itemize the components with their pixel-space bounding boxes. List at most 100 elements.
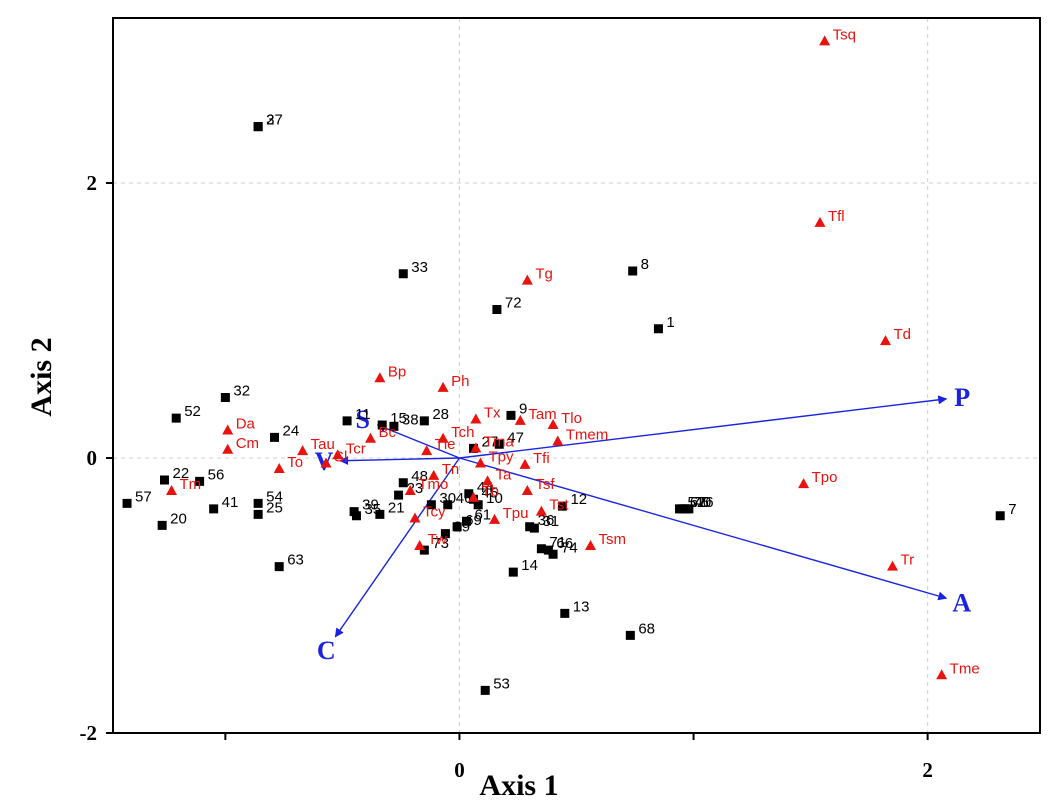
species-label: Td [894, 326, 912, 343]
species-marker [470, 413, 482, 424]
y-axis-title: Axis 2 [25, 337, 58, 416]
site-label: 20 [170, 510, 187, 527]
site-marker [508, 567, 518, 577]
species-points: Tsq Tfl Td Tg Bp Ph Da Cm Tau Tcr To Sl Bc Tch Tx Tma Ta… [166, 26, 980, 680]
site-marker [995, 511, 1005, 521]
site-label: 22 [173, 465, 190, 482]
species-marker [468, 491, 479, 502]
y-tick-label: 2 [87, 171, 98, 195]
x-tick-label: 0 [454, 758, 465, 782]
site-label: 35 [364, 501, 381, 518]
site-label: 11 [355, 406, 371, 423]
species-marker [437, 432, 449, 443]
species-marker [428, 469, 440, 480]
site-marker [398, 478, 408, 488]
species-label: Tpy [489, 449, 515, 466]
site-label: 74 [561, 539, 578, 556]
site-marker [557, 501, 567, 511]
species-label: Tn [442, 461, 460, 478]
site-label: 36 [538, 512, 555, 529]
vector-label-C: C [317, 636, 336, 665]
species-label: To [287, 454, 303, 471]
site-marker [480, 685, 490, 695]
site-label: 39 [362, 497, 379, 514]
species-marker [374, 372, 386, 383]
grid-lines [113, 18, 1040, 734]
site-label: 47 [507, 429, 524, 446]
species-marker [819, 35, 831, 46]
species-label: Tch [451, 424, 474, 441]
site-label: 24 [283, 422, 300, 439]
species-marker [489, 513, 501, 524]
site-label: 25 [266, 499, 283, 516]
species-label: Tw [428, 531, 447, 548]
species-label: Bc [379, 424, 397, 441]
site-label: 10 [486, 490, 503, 507]
site-marker [253, 509, 263, 519]
site-marker [349, 507, 359, 517]
site-marker [398, 269, 408, 279]
species-label: Tma [484, 433, 515, 450]
vector-arrow-V [339, 456, 460, 466]
site-label: 21 [388, 499, 405, 516]
site-marker [253, 122, 263, 132]
species-marker [365, 432, 376, 443]
y-tick-label: -2 [80, 721, 98, 745]
species-label: Tfl [828, 208, 845, 225]
species-label: Ta [496, 466, 512, 483]
site-marker [625, 630, 635, 640]
species-label: Tr [901, 552, 915, 569]
vector-arrow-A [459, 457, 948, 601]
species-marker [514, 414, 526, 425]
site-label: 57 [135, 488, 152, 505]
species-label: Tlo [561, 410, 582, 427]
species-marker [320, 457, 332, 468]
species-marker [414, 540, 426, 550]
site-label: 12 [570, 491, 587, 508]
site-marker [157, 520, 167, 530]
site-marker [628, 266, 638, 276]
species-label: Cm [236, 435, 259, 452]
site-label: 37 [266, 112, 283, 129]
site-label: 38 [402, 411, 419, 428]
species-label: Da [236, 416, 256, 433]
species-marker [535, 505, 547, 516]
species-marker [404, 485, 416, 495]
species-marker [798, 478, 810, 489]
site-marker [506, 410, 516, 420]
species-label: Tpu [503, 505, 529, 522]
site-marker [452, 522, 462, 532]
site-marker [443, 500, 453, 510]
site-marker [679, 504, 689, 514]
species-marker [887, 560, 899, 571]
site-label: 31 [542, 513, 559, 530]
site-marker [377, 420, 387, 430]
site-label: 33 [411, 259, 428, 276]
site-marker [461, 516, 471, 526]
species-marker [521, 274, 533, 285]
site-label: 48 [411, 468, 428, 485]
species-marker [332, 449, 344, 460]
vector-label-A: A [952, 589, 971, 618]
species-label: Sl [334, 449, 347, 466]
vector-arrow-P [459, 395, 948, 459]
species-label: Ph [451, 373, 469, 390]
site-label: 63 [287, 552, 304, 569]
species-marker [273, 463, 285, 473]
site-label: 1 [666, 314, 674, 331]
site-marker [419, 416, 429, 426]
site-marker [171, 413, 181, 423]
species-marker [814, 216, 826, 227]
axes: 0 2 -2 0 2 [80, 171, 933, 782]
site-marker [389, 421, 399, 431]
site-label: 73 [432, 535, 449, 552]
site-marker [536, 544, 546, 554]
site-marker [548, 549, 558, 559]
species-label: Tme [950, 660, 980, 677]
site-label: 67 [690, 494, 707, 511]
species-marker [437, 381, 449, 392]
species-marker [547, 419, 559, 429]
site-marker [494, 439, 504, 449]
species-marker [475, 457, 487, 468]
